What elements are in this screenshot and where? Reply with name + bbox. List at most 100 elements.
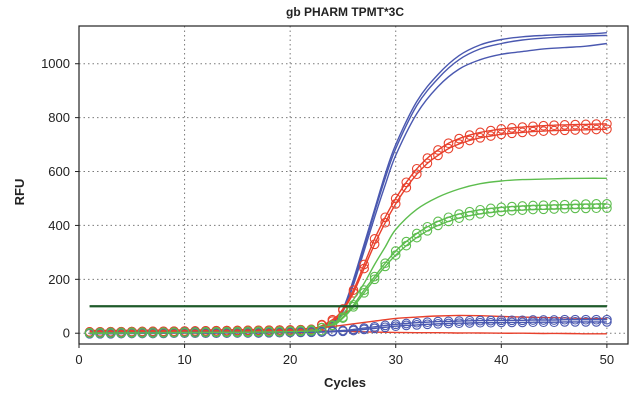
data-point [105,328,116,339]
data-point [602,124,612,135]
data-point [570,203,581,214]
y-tick-label: 0 [63,326,70,341]
data-point [591,317,602,327]
data-point [591,124,602,135]
data-point [401,320,412,331]
data-point [475,132,486,143]
data-point [602,317,612,327]
data-point [517,127,528,138]
x-axis-label: Cycles [324,375,366,390]
data-point [316,325,327,336]
data-point [169,327,179,338]
data-point [422,225,433,236]
data-point [148,328,158,338]
data-point [517,317,528,328]
data-point [464,210,475,221]
series-line [89,207,607,334]
data-point [401,240,412,251]
data-point [464,130,475,140]
data-point [538,204,549,215]
data-point [485,317,496,328]
data-point [570,125,581,135]
data-point [443,138,454,149]
data-point [95,328,105,339]
data-point [549,120,559,131]
data-point [538,120,549,131]
data-point [580,119,591,130]
y-tick-label: 1000 [41,56,70,71]
y-axis-label: RFU [12,179,27,206]
data-point [559,203,570,214]
x-tick-label: 10 [177,352,191,367]
series-line [89,321,607,335]
data-point [295,326,306,337]
data-point [580,124,591,135]
x-tick-label: 0 [75,352,82,367]
series-layer [84,32,612,339]
data-point [464,318,475,328]
data-point [211,327,222,338]
data-point [433,318,443,329]
data-point [538,126,549,136]
series-line [89,42,607,334]
data-point [369,239,380,250]
data-point [443,318,454,329]
series-line [89,329,322,334]
data-point [411,232,422,243]
y-tick-label: 800 [48,110,70,125]
data-point [116,328,127,338]
data-point [475,208,486,219]
series-line [89,32,607,334]
data-point [485,207,496,218]
data-point [517,205,528,215]
data-point [232,327,243,338]
data-point [359,285,369,295]
data-point [496,129,507,140]
data-point [475,127,486,138]
tick-labels: 0 10 20 30 40 50 0 200 400 600 800 1000 [41,56,614,367]
data-point [338,313,348,323]
data-point [433,150,443,161]
series-green-6 [84,199,612,338]
data-point [570,317,581,327]
data-point [464,135,475,146]
grid [79,26,628,344]
series-red-8 [89,314,607,332]
data-point [200,327,211,338]
data-point [517,122,528,132]
data-point [433,220,443,231]
data-point [411,169,422,180]
y-tick-label: 600 [48,164,70,179]
data-point [359,263,369,274]
data-point [422,153,433,163]
data-point [559,125,570,136]
data-point [475,317,486,328]
data-point [380,258,391,269]
data-point [507,205,517,216]
data-point [528,126,538,137]
data-point [221,327,232,338]
data-point [274,327,285,337]
data-point [507,128,517,139]
data-point [433,145,443,155]
data-point [549,317,559,328]
data-point [507,317,517,328]
data-point [570,119,581,130]
series-line [89,34,607,334]
data-point [369,274,380,285]
data-point [338,326,348,337]
data-point [528,121,538,132]
x-tick-label: 40 [494,352,508,367]
data-point [264,327,274,337]
data-point [390,250,401,260]
data-point [538,317,549,328]
data-point [549,204,559,214]
data-point [422,319,433,330]
data-point [179,327,190,338]
data-point [390,321,401,332]
plot-area-frame [78,25,629,345]
data-point [528,317,538,328]
data-point [443,143,454,154]
data-point [359,324,369,335]
